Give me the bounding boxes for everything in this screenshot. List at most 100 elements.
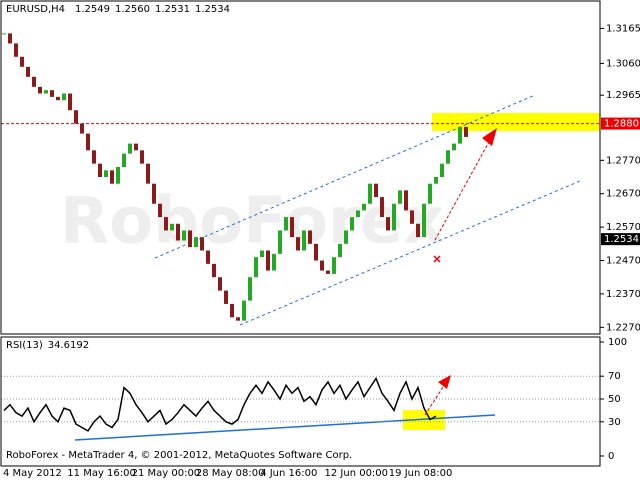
candle [224, 290, 228, 304]
candle [266, 250, 270, 271]
candle [50, 90, 54, 97]
close: 1.2534 [195, 4, 230, 15]
candle [284, 217, 288, 231]
y-tick-label: 70 [608, 371, 621, 382]
candle [326, 270, 330, 274]
y-tick-label: 1.3060 [606, 58, 640, 69]
candle [68, 93, 72, 111]
y-tick-label: 1.2570 [606, 222, 640, 233]
x-tick-label: 28 May 08:00 [196, 468, 265, 479]
candle [248, 277, 252, 301]
bid-label-bg [601, 233, 640, 246]
rsi-arrow [424, 383, 446, 416]
candle [134, 143, 138, 151]
candle [116, 166, 120, 184]
low: 1.2531 [155, 4, 190, 15]
candle [32, 76, 36, 87]
rsi-title: RSI(13) [6, 340, 43, 351]
candle [290, 217, 294, 238]
candle [38, 86, 42, 94]
bid-label: 1.2534 [604, 234, 639, 245]
high: 1.2560 [115, 4, 150, 15]
x-tick-label: 11 May 16:00 [67, 468, 136, 479]
candle [74, 110, 78, 124]
candle [296, 237, 300, 251]
rsi-header: RSI(13) 34.6192 [6, 340, 89, 351]
candle [242, 300, 246, 321]
y-tick-label: 1.2470 [606, 256, 640, 267]
rsi-value: 34.6192 [48, 340, 89, 351]
candle [194, 237, 198, 248]
y-tick-label: 1.2370 [606, 289, 640, 300]
candle [62, 93, 66, 101]
candle [2, 33, 6, 35]
candle [218, 277, 222, 291]
candle [200, 237, 204, 251]
candle [14, 43, 18, 57]
arrow-head [482, 128, 497, 146]
candle [380, 197, 384, 218]
channel-upper [154, 94, 536, 259]
candle [80, 123, 84, 134]
candle [260, 250, 264, 258]
arrow-head [438, 375, 451, 389]
candle [158, 203, 162, 218]
symbol: EURUSD,H4 [6, 4, 65, 15]
candle [128, 143, 132, 154]
target-zone [432, 113, 600, 131]
x-tick-label: 12 Jun 00:00 [325, 468, 389, 479]
x-tick-label: 21 May 00:00 [132, 468, 201, 479]
candle [452, 143, 456, 151]
candle [236, 317, 240, 321]
candle [140, 150, 144, 164]
candle [152, 183, 156, 204]
candle [458, 126, 462, 144]
candle [440, 163, 444, 178]
rsi-trend [74, 414, 496, 441]
candle [56, 96, 60, 101]
candle [110, 170, 114, 184]
candle [8, 33, 12, 44]
candle [374, 183, 378, 198]
candle [386, 217, 390, 231]
candle [122, 153, 126, 167]
x-tick-label: 4 May 2012 [3, 468, 62, 479]
candle [332, 257, 336, 274]
candle [416, 223, 420, 238]
y-tick-label: 50 [608, 394, 621, 405]
rsi-zone [403, 410, 445, 430]
candle [356, 210, 360, 218]
candle [206, 250, 210, 264]
candle [446, 150, 450, 164]
candle [212, 263, 216, 278]
x-tick-label: 19 Jun 08:00 [389, 468, 453, 479]
candle [428, 183, 432, 204]
candle [302, 230, 306, 251]
candle [164, 217, 168, 231]
candle [278, 230, 282, 254]
candle [320, 260, 324, 271]
candle [368, 183, 372, 204]
y-tick-label: 1.3165 [606, 23, 640, 34]
candle [230, 303, 234, 318]
header: EURUSD,H4 1.2549 1.2560 1.2531 1.2534 [6, 4, 230, 15]
level-label-bg [601, 117, 640, 130]
main-frame [0, 0, 601, 335]
candle [410, 210, 414, 224]
footer: RoboForex - MetaTrader 4, © 2001-2012, M… [6, 450, 352, 461]
candle [362, 203, 366, 211]
candle [92, 150, 96, 164]
candle [404, 190, 408, 211]
open: 1.2549 [75, 4, 110, 15]
candle [146, 163, 150, 184]
rsi-frame [0, 336, 601, 467]
candle [398, 190, 402, 204]
candle [254, 257, 258, 278]
candle [20, 56, 24, 67]
candle [350, 217, 354, 231]
candle [434, 177, 438, 184]
candle [314, 243, 318, 261]
level-label: 1.2880 [604, 119, 639, 130]
candle [344, 230, 348, 244]
candle [272, 253, 276, 271]
